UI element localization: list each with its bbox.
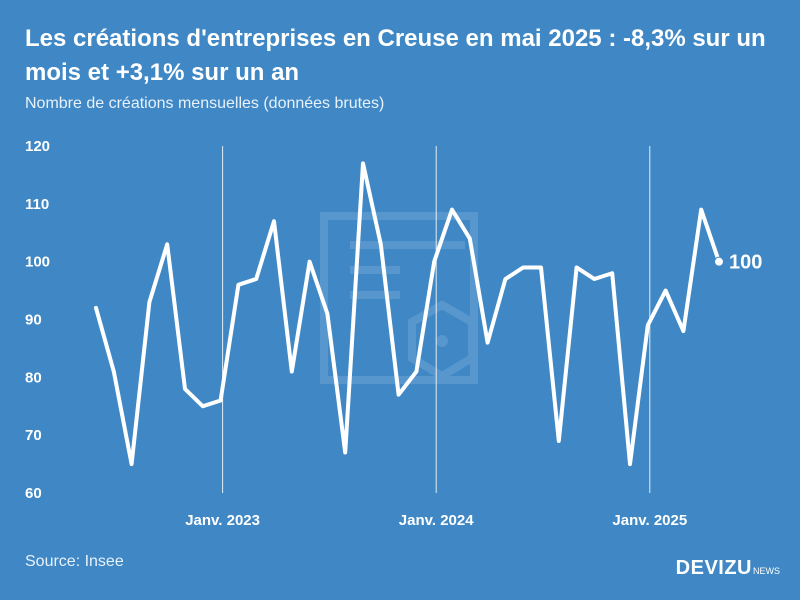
y-tick-label: 110 — [25, 196, 49, 213]
x-tick-label: Janv. 2024 — [399, 512, 474, 529]
series-line — [94, 161, 721, 467]
series-group: 100 — [94, 161, 762, 467]
chart-title: Les créations d'entreprises en Creuse en… — [25, 25, 766, 86]
y-tick-label: 100 — [25, 254, 50, 271]
y-tick-label: 80 — [25, 369, 42, 386]
y-axis-ticks: 120 110 100 90 80 70 60 — [25, 138, 50, 502]
brand-name: DEVIZU — [675, 557, 752, 579]
y-tick-label: 120 — [25, 138, 50, 155]
brand-suffix: NEWS — [753, 566, 780, 576]
x-axis-ticks: Janv. 2023 Janv. 2024 Janv. 2025 — [185, 512, 687, 529]
last-value-label: 100 — [729, 252, 762, 274]
y-tick-label: 60 — [25, 485, 42, 502]
y-tick-label: 70 — [25, 427, 42, 444]
chart-subtitle: Nombre de créations mensuelles (données … — [25, 95, 385, 112]
source-note: Source: Insee — [25, 553, 124, 570]
x-tick-label: Janv. 2023 — [185, 512, 260, 529]
x-tick-label: Janv. 2025 — [612, 512, 687, 529]
last-point-marker — [714, 256, 724, 267]
y-tick-label: 90 — [25, 312, 42, 329]
brand-logo: DEVIZUNEWS — [676, 557, 780, 580]
devizu-logo-watermark — [320, 212, 478, 384]
